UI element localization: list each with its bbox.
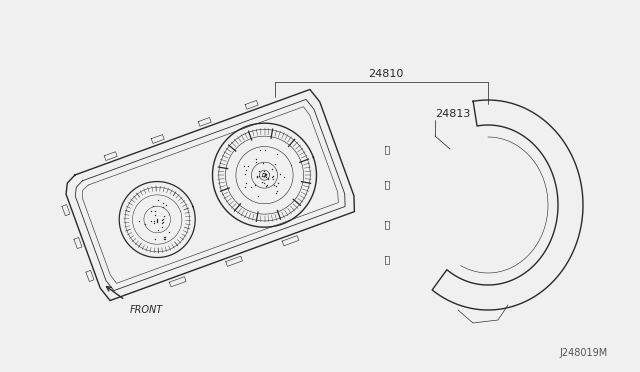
- Text: J248019M: J248019M: [560, 348, 608, 358]
- Text: 24810: 24810: [368, 69, 404, 79]
- Text: FRONT: FRONT: [130, 305, 163, 315]
- Text: 24813: 24813: [435, 109, 470, 119]
